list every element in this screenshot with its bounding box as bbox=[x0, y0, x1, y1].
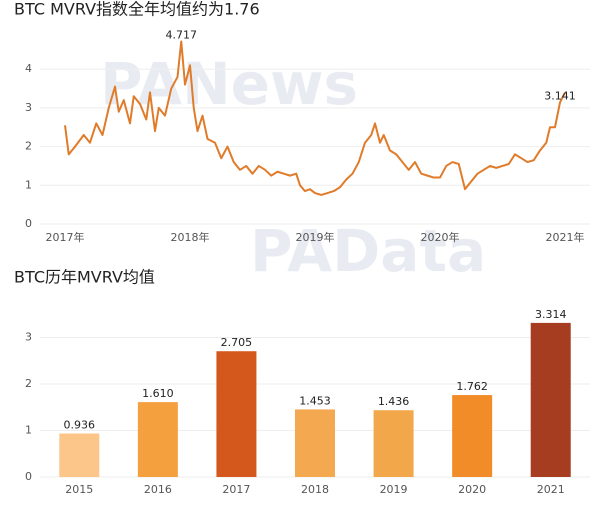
line bbox=[64, 40, 566, 196]
x-tick-label: 2015 bbox=[65, 483, 93, 496]
y-tick-label: 0 bbox=[25, 217, 32, 230]
x-tick-label: 2017 bbox=[222, 483, 250, 496]
y-tick-label: 0 bbox=[25, 470, 32, 483]
annotation: 4.717 bbox=[166, 28, 198, 41]
y-tick-label: 3 bbox=[25, 101, 32, 114]
bar bbox=[59, 433, 100, 477]
x-tick-label: 2020 bbox=[458, 483, 486, 496]
chart-title: BTC MVRV指数全年均值约为1.76 bbox=[14, 0, 260, 19]
x-tick-label: 2020年 bbox=[421, 230, 460, 244]
watermark: PANews bbox=[100, 50, 358, 118]
x-tick-label: 2021 bbox=[537, 483, 565, 496]
bar bbox=[452, 395, 493, 477]
watermark: PAData bbox=[250, 217, 486, 285]
value-label: 0.936 bbox=[64, 418, 96, 431]
y-tick-label: 1 bbox=[25, 424, 32, 437]
bar bbox=[295, 409, 335, 477]
y-tick-label: 2 bbox=[25, 377, 32, 390]
bar bbox=[137, 402, 178, 477]
x-tick-label: 2019年 bbox=[296, 230, 335, 244]
bar bbox=[216, 351, 257, 477]
chart-title: BTC历年MVRV均值 bbox=[14, 268, 155, 287]
value-label: 3.314 bbox=[535, 308, 567, 321]
value-label: 1.436 bbox=[378, 395, 410, 408]
value-label: 1.453 bbox=[299, 394, 331, 407]
y-tick-label: 1 bbox=[25, 178, 32, 191]
bar bbox=[373, 410, 414, 477]
value-label: 1.762 bbox=[456, 380, 488, 393]
y-tick-label: 3 bbox=[25, 331, 32, 344]
x-tick-label: 2017年 bbox=[46, 230, 85, 244]
y-tick-label: 2 bbox=[25, 140, 32, 153]
bar bbox=[530, 322, 571, 477]
annotation: 3.141 bbox=[544, 89, 576, 102]
x-tick-label: 2016 bbox=[144, 483, 172, 496]
x-tick-label: 2019 bbox=[380, 483, 408, 496]
x-tick-label: 2021年 bbox=[546, 230, 585, 244]
value-label: 1.610 bbox=[142, 387, 174, 400]
x-tick-label: 2018年 bbox=[171, 230, 210, 244]
value-label: 2.705 bbox=[221, 336, 253, 349]
x-tick-label: 2018 bbox=[301, 483, 329, 496]
y-tick-label: 4 bbox=[25, 62, 32, 75]
